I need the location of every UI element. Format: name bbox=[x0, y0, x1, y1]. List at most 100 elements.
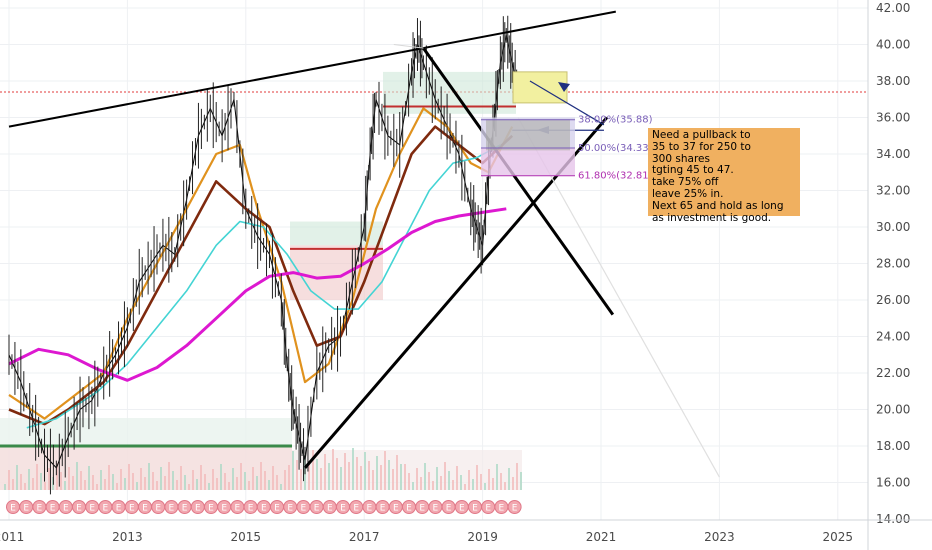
earnings-label: E bbox=[301, 504, 307, 514]
volume-bar bbox=[240, 463, 242, 490]
volume-bar bbox=[212, 469, 214, 490]
volume-bar bbox=[108, 465, 110, 490]
earnings-label: E bbox=[287, 504, 293, 514]
y-tick-label: 42.00 bbox=[876, 1, 910, 15]
volume-bar bbox=[172, 471, 174, 490]
earnings-label: E bbox=[50, 504, 56, 514]
earnings-label: E bbox=[76, 504, 82, 514]
volume-bar bbox=[236, 477, 238, 490]
volume-bar bbox=[284, 470, 286, 490]
volume-bar bbox=[268, 480, 270, 490]
volume-bar bbox=[244, 472, 246, 490]
y-tick-label: 36.00 bbox=[876, 111, 910, 125]
earnings-marker bbox=[507, 500, 522, 514]
volume-bar bbox=[28, 469, 30, 490]
volume-bar bbox=[292, 451, 294, 490]
earnings-label: E bbox=[406, 504, 412, 514]
volume-bar bbox=[328, 463, 330, 490]
volume-bar bbox=[8, 470, 10, 490]
volume-bar bbox=[488, 469, 490, 490]
volume-bar bbox=[344, 453, 346, 490]
note-line: 300 shares bbox=[652, 152, 710, 165]
volume-bar bbox=[84, 480, 86, 490]
volume-bar bbox=[92, 475, 94, 490]
volume-bar bbox=[416, 468, 418, 490]
volume-bar bbox=[492, 478, 494, 490]
y-tick-label: 28.00 bbox=[876, 257, 910, 271]
volume-bar bbox=[384, 451, 386, 490]
volume-bar bbox=[348, 462, 350, 490]
volume-bar bbox=[504, 482, 506, 490]
volume-bar bbox=[452, 480, 454, 490]
earnings-label: E bbox=[512, 504, 518, 514]
y-tick-label: 18.00 bbox=[876, 439, 910, 453]
volume-bar bbox=[112, 474, 114, 490]
volume-bar bbox=[400, 464, 402, 490]
volume-bar bbox=[436, 467, 438, 490]
volume-bar bbox=[512, 477, 514, 490]
earnings-label: E bbox=[195, 504, 201, 514]
volume-bar bbox=[20, 474, 22, 490]
volume-bar bbox=[12, 479, 14, 490]
note-line: tgting 45 to 47. bbox=[652, 164, 734, 177]
y-tick-label: 14.00 bbox=[876, 512, 910, 526]
supply-zone bbox=[290, 245, 383, 300]
volume-bar bbox=[396, 455, 398, 490]
volume-bar bbox=[88, 466, 90, 490]
volume-bar bbox=[32, 478, 34, 490]
y-tick-label: 24.00 bbox=[876, 330, 910, 344]
earnings-label: E bbox=[459, 504, 465, 514]
volume-bar bbox=[192, 470, 194, 490]
volume-bar bbox=[80, 471, 82, 490]
volume-bar bbox=[184, 475, 186, 490]
volume-bar bbox=[140, 468, 142, 490]
x-tick-label: 2019 bbox=[467, 530, 498, 544]
note-line: as investment is good. bbox=[652, 211, 772, 224]
volume-zone bbox=[292, 450, 522, 490]
volume-bar bbox=[352, 448, 354, 490]
volume-bar bbox=[252, 467, 254, 490]
note-line: leave 25% in. bbox=[652, 187, 724, 200]
volume-bar bbox=[332, 449, 334, 490]
volume-bar bbox=[64, 481, 66, 490]
y-tick-label: 20.00 bbox=[876, 403, 910, 417]
volume-bar bbox=[408, 473, 410, 490]
volume-bar bbox=[496, 464, 498, 490]
volume-bar bbox=[120, 469, 122, 490]
note-line: Next 65 and hold as long bbox=[652, 199, 784, 212]
x-tick-label: 2021 bbox=[586, 530, 617, 544]
fib-zone bbox=[486, 119, 570, 151]
volume-bar bbox=[484, 483, 486, 490]
volume-bar bbox=[444, 462, 446, 490]
y-tick-label: 34.00 bbox=[876, 147, 910, 161]
volume-bar bbox=[520, 472, 522, 490]
volume-bar bbox=[220, 464, 222, 490]
volume-bar bbox=[308, 464, 310, 490]
volume-bar bbox=[156, 481, 158, 490]
earnings-label: E bbox=[63, 504, 69, 514]
volume-bar bbox=[124, 478, 126, 490]
volume-bar bbox=[336, 458, 338, 490]
volume-bar bbox=[468, 470, 470, 490]
fib-retracement: 38.00%(35.88) 50.00%(34.33) 61.80%(32.81) bbox=[481, 115, 653, 182]
y-tick-label: 26.00 bbox=[876, 293, 910, 307]
volume-bar bbox=[356, 457, 358, 490]
earnings-label: E bbox=[485, 504, 491, 514]
arrow-line bbox=[529, 80, 605, 126]
y-tick-label: 38.00 bbox=[876, 74, 910, 88]
volume-bars bbox=[0, 418, 522, 490]
volume-bar bbox=[412, 482, 414, 490]
volume-bar bbox=[368, 461, 370, 490]
volume-bar bbox=[448, 471, 450, 490]
earnings-label: E bbox=[208, 504, 214, 514]
demand-zone bbox=[290, 221, 383, 246]
y-tick-label: 40.00 bbox=[876, 38, 910, 52]
earnings-label: E bbox=[340, 504, 346, 514]
volume-bar bbox=[164, 476, 166, 490]
y-tick-label: 30.00 bbox=[876, 220, 910, 234]
earnings-label: E bbox=[380, 504, 386, 514]
volume-bar bbox=[136, 482, 138, 490]
volume-bar bbox=[272, 466, 274, 490]
